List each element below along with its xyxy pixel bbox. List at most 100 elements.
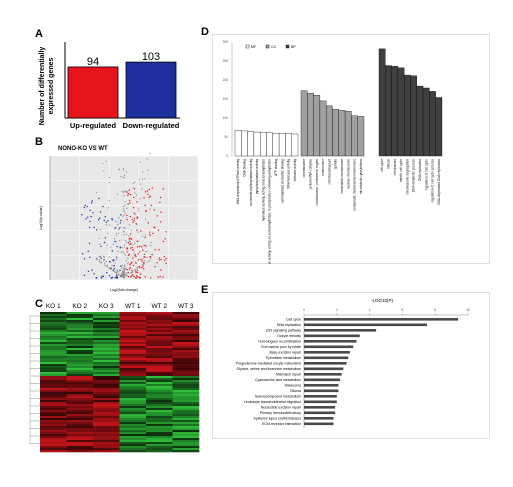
c-cell — [146, 394, 173, 397]
b-point-down — [85, 218, 87, 220]
c-cell — [146, 334, 173, 337]
c-cell — [172, 430, 200, 433]
b-point-up — [158, 249, 160, 251]
c-cell — [66, 376, 94, 379]
c-cell — [146, 326, 173, 329]
c-cell — [172, 324, 200, 327]
b-point-up — [163, 255, 166, 258]
c-cell — [66, 430, 94, 433]
c-cell — [146, 446, 173, 449]
b-point — [105, 224, 107, 226]
b-point-up — [136, 229, 138, 231]
d-category-label: hydrolase activity, acting on acid anhyd… — [261, 159, 265, 222]
c-cell — [66, 352, 94, 355]
b-point-down — [118, 227, 120, 229]
b-point — [119, 175, 122, 177]
d-ytick-label: 300 — [223, 40, 229, 44]
b-point — [120, 251, 123, 253]
c-cell — [146, 348, 173, 351]
b-point — [147, 169, 149, 171]
b-point-down — [83, 274, 86, 276]
b-point-up — [130, 237, 132, 239]
c-cell — [119, 320, 147, 323]
c-cell — [40, 314, 67, 317]
b-point-down — [99, 211, 102, 213]
b-point-up — [127, 194, 129, 196]
c-cell — [119, 404, 147, 407]
c-cell — [146, 320, 173, 323]
c-cell — [172, 330, 200, 333]
c-cell — [172, 342, 200, 345]
c-cell — [66, 442, 94, 445]
b-point — [124, 190, 126, 193]
b-point-up — [150, 204, 153, 207]
c-cell — [66, 372, 94, 375]
c-cell — [172, 378, 200, 381]
b-point-up — [141, 260, 143, 262]
b-point — [95, 257, 98, 259]
c-cell — [93, 312, 120, 315]
c-cell — [119, 420, 147, 423]
c-cell — [146, 386, 173, 389]
b-point-down — [104, 216, 107, 218]
b-point — [138, 210, 140, 212]
c-cell — [172, 416, 200, 419]
c-cell — [146, 442, 173, 445]
a-value-label: 103 — [142, 51, 160, 63]
c-column-label: KO 3 — [99, 303, 114, 310]
b-point-up — [141, 266, 143, 269]
b-point-down — [107, 220, 109, 222]
b-point-up — [134, 254, 136, 256]
b-point — [123, 209, 125, 212]
c-cell — [93, 430, 120, 433]
c-cell — [119, 348, 147, 351]
b-point — [124, 212, 127, 215]
b-point-up — [135, 255, 137, 258]
c-cell — [146, 388, 173, 391]
e-xtick-label: 8 — [434, 308, 436, 312]
c-cell — [66, 318, 94, 321]
c-cell — [66, 366, 94, 369]
b-point-up — [139, 251, 141, 253]
d-category-label: hydrolase activity, acting on acid anhyd… — [268, 159, 272, 264]
c-cell — [66, 396, 94, 399]
d-bar — [429, 91, 436, 157]
b-point — [122, 251, 124, 253]
c-cell — [66, 374, 94, 377]
c-cell — [146, 332, 173, 335]
c-cell — [119, 408, 147, 411]
c-cell — [146, 450, 173, 453]
c-cell — [40, 360, 67, 363]
a-bar — [125, 61, 177, 119]
c-cell — [146, 376, 173, 379]
c-cell — [93, 348, 120, 351]
c-cell — [40, 376, 67, 379]
b-point-up — [129, 215, 132, 218]
b-point-up — [143, 253, 146, 256]
b-point-down — [95, 277, 97, 279]
b-point — [129, 241, 131, 243]
b-point-up — [133, 220, 135, 222]
b-point-up — [143, 244, 145, 247]
b-point — [142, 263, 144, 265]
b-point-down — [102, 205, 104, 208]
c-cell — [119, 350, 147, 353]
b-point — [121, 275, 123, 277]
c-cell — [66, 354, 94, 357]
c-cell — [172, 352, 200, 355]
c-cell — [93, 448, 120, 451]
b-point — [125, 268, 127, 270]
c-cell — [172, 340, 200, 343]
c-cell — [93, 384, 120, 387]
c-cell — [40, 388, 67, 391]
b-point — [132, 270, 134, 272]
c-cell — [172, 418, 200, 421]
a-ylabel-line2: expressed genes — [48, 57, 55, 114]
c-cell — [172, 408, 200, 411]
c-cell — [146, 414, 173, 417]
c-cell — [66, 320, 94, 323]
b-point — [139, 197, 141, 200]
b-point-up — [137, 275, 139, 278]
b-point — [122, 176, 124, 178]
d-legend-swatch — [265, 44, 270, 49]
